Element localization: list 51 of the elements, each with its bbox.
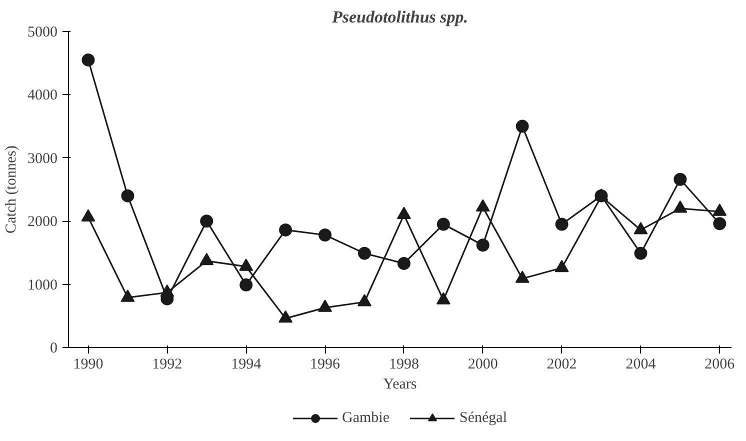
point: [358, 246, 371, 260]
chart-title: Pseudotolithus spp.: [330, 8, 468, 26]
point: [240, 278, 253, 292]
point: [516, 120, 529, 133]
point: [554, 260, 569, 272]
point: [396, 206, 411, 220]
point: [160, 284, 174, 297]
y-axis-title: Catch (tonnes): [4, 146, 20, 234]
point: [81, 209, 96, 222]
x-tick-label: 1994: [231, 356, 262, 372]
point: [476, 199, 490, 212]
point: [397, 256, 410, 270]
point: [318, 300, 332, 312]
point: [200, 214, 214, 228]
point: [318, 228, 332, 242]
x-tick-label: 1990: [73, 356, 104, 372]
y-tick-label: 5000: [28, 24, 58, 40]
point: [357, 294, 372, 306]
y-tick-label: 1000: [28, 277, 58, 294]
point: [673, 200, 688, 213]
point: [436, 292, 450, 304]
point: [634, 222, 648, 234]
point: [239, 258, 254, 271]
point: [515, 270, 530, 283]
x-tick-label: 1996: [310, 356, 341, 372]
x-tick-label: 2000: [468, 356, 498, 372]
point: [436, 218, 450, 231]
x-tick-label: 2004: [626, 356, 656, 372]
point: [279, 223, 292, 236]
point: [120, 290, 135, 302]
point: [121, 189, 134, 202]
y-tick-label: 3000: [28, 150, 58, 167]
x-tick-label: 2006: [704, 356, 736, 372]
x-axis-title: Years: [383, 376, 417, 392]
point: [674, 172, 687, 186]
y-tick-label: 0: [50, 340, 58, 356]
point: [555, 218, 568, 231]
point: [82, 53, 95, 66]
legend-label: Gambie: [342, 410, 390, 426]
point: [476, 238, 490, 252]
point: [713, 217, 726, 230]
x-tick-label: 1998: [388, 356, 419, 372]
x-tick-label: 1992: [152, 356, 182, 372]
point: [712, 204, 727, 216]
x-tick-label: 2002: [546, 356, 577, 372]
point: [634, 246, 648, 260]
legend-label: Sénégal: [460, 410, 507, 426]
point: [200, 252, 214, 266]
y-tick-label: 2000: [28, 214, 58, 230]
y-tick-label: 4000: [28, 88, 58, 104]
point: [278, 310, 293, 323]
